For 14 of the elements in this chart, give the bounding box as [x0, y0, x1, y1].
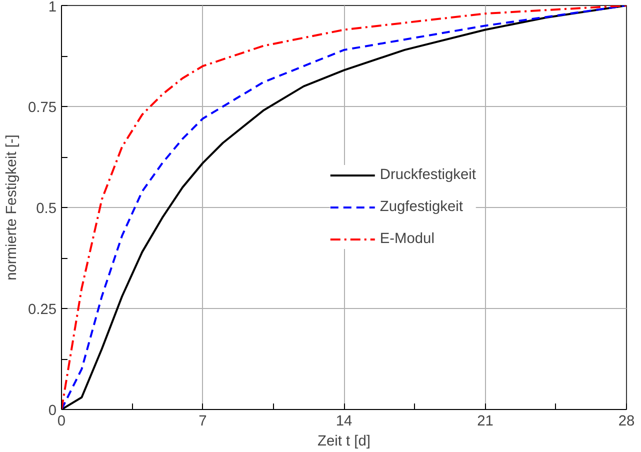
y-axis-title: normierte Festigkeit [-]: [4, 134, 20, 280]
x-tick-label: 28: [618, 414, 635, 430]
x-tick-label: 7: [198, 414, 207, 430]
y-tick-label: 0: [48, 403, 57, 419]
y-tick-label: 1: [48, 0, 57, 16]
x-axis-title: Zeit t [d]: [318, 434, 370, 450]
x-tick-label: 21: [477, 414, 494, 430]
y-tick-label: 0.5: [36, 201, 56, 217]
x-tick-label: 14: [336, 414, 352, 430]
y-tick-label: 0.25: [28, 302, 57, 318]
y-tick-label: 0.75: [28, 100, 57, 116]
legend-label: Zugfestigkeit: [380, 199, 463, 215]
legend-label: E-Modul: [380, 231, 434, 247]
legend-label: Druckfestigkeit: [380, 167, 476, 183]
